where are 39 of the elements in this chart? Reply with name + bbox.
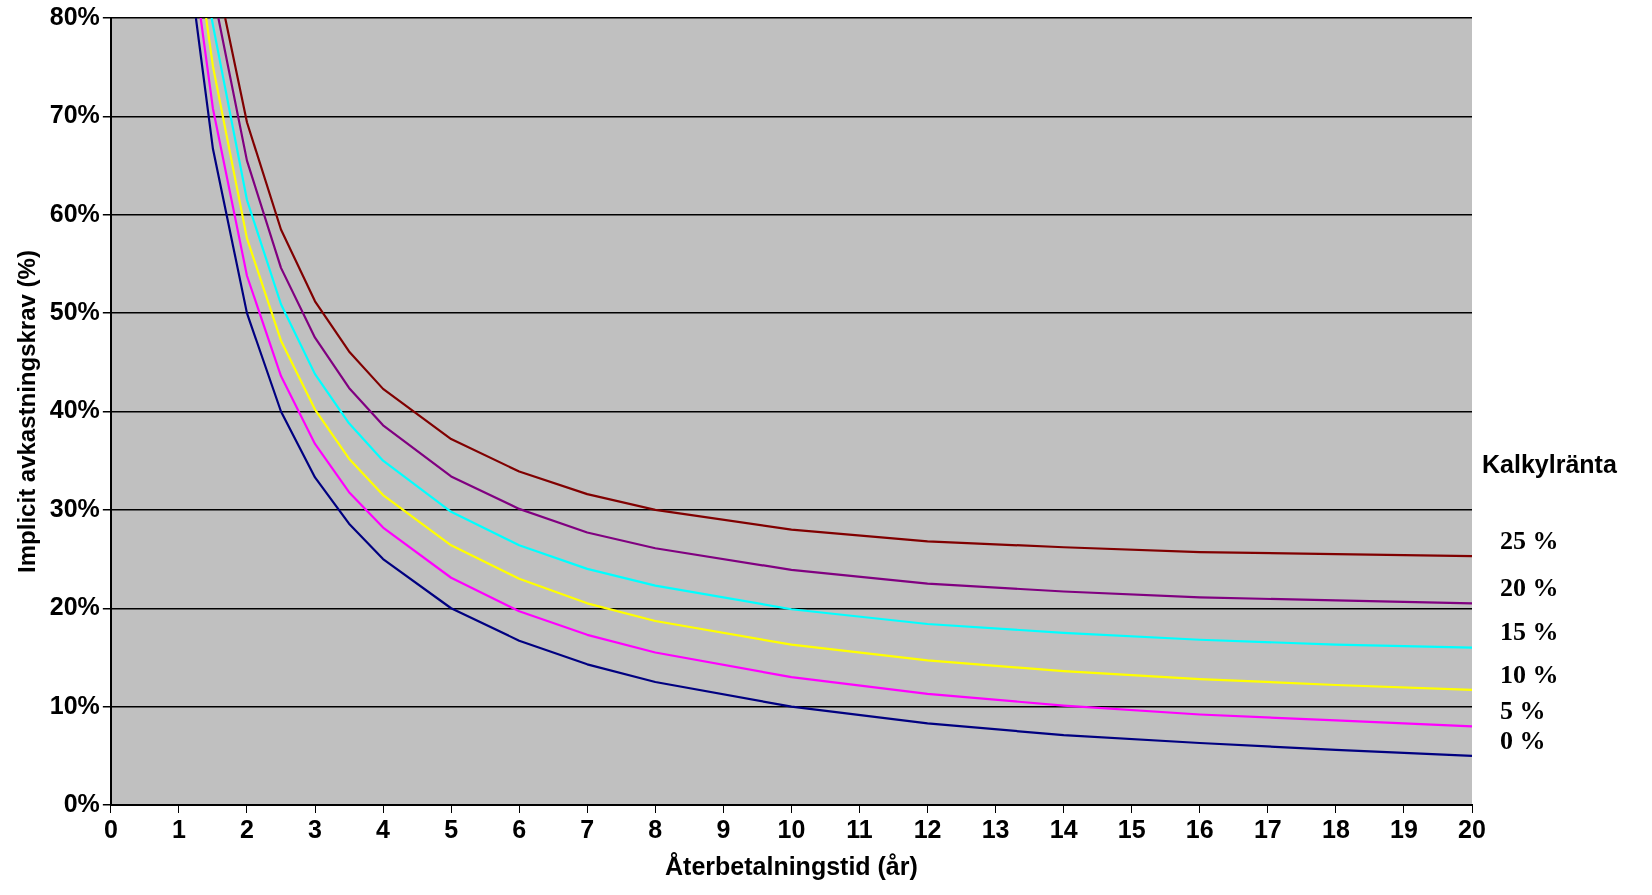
x-tick-label: 6 [512, 814, 527, 843]
x-tick-label: 7 [580, 814, 595, 843]
series-label: 20 % [1500, 573, 1559, 603]
x-tick-label: 10 [777, 814, 806, 843]
y-tick-label: 10% [49, 690, 100, 719]
x-tick-label: 4 [376, 814, 391, 843]
x-tick-label: 19 [1390, 814, 1418, 843]
x-tick-label: 18 [1321, 814, 1350, 843]
x-tick-label: 8 [648, 814, 663, 843]
x-tick-label: 3 [308, 814, 322, 843]
x-tick-label: 1 [171, 814, 186, 843]
x-tick-label: 5 [444, 814, 459, 843]
x-tick-label: 12 [913, 814, 942, 843]
x-tick-label: 14 [1049, 814, 1078, 843]
legend-title: Kalkylränta [1482, 450, 1618, 478]
y-axis-title: Implicit avkastningskrav (%) [13, 250, 41, 573]
x-axis-title: Återbetalningstid (år) [665, 851, 918, 880]
y-tick-label: 50% [49, 297, 100, 326]
x-tick-label: 2 [240, 814, 254, 843]
series-label: 5 % [1500, 696, 1546, 726]
y-tick-label: 40% [49, 395, 100, 424]
series-label: 0 % [1500, 725, 1546, 755]
y-tick-label: 30% [49, 493, 100, 522]
x-tick-label: 20 [1458, 814, 1486, 843]
x-tick-label: 17 [1253, 814, 1282, 843]
y-tick-label: 80% [49, 1, 100, 30]
x-tick-label: 15 [1117, 814, 1146, 843]
series-label: 25 % [1500, 525, 1559, 555]
series-label: 15 % [1500, 617, 1559, 647]
x-tick-label: 16 [1185, 814, 1214, 843]
y-tick-label: 0% [63, 788, 100, 817]
series-label: 10 % [1500, 659, 1559, 689]
y-tick-label: 60% [49, 198, 100, 227]
x-tick-label: 11 [846, 814, 873, 843]
x-tick-label: 13 [981, 814, 1010, 843]
y-tick-label: 70% [49, 100, 100, 129]
x-tick-label: 0 [103, 814, 118, 843]
y-tick-label: 20% [49, 592, 100, 621]
x-tick-label: 9 [716, 814, 731, 843]
